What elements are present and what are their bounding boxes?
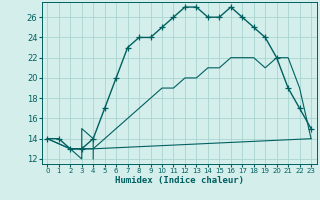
X-axis label: Humidex (Indice chaleur): Humidex (Indice chaleur) [115, 176, 244, 185]
